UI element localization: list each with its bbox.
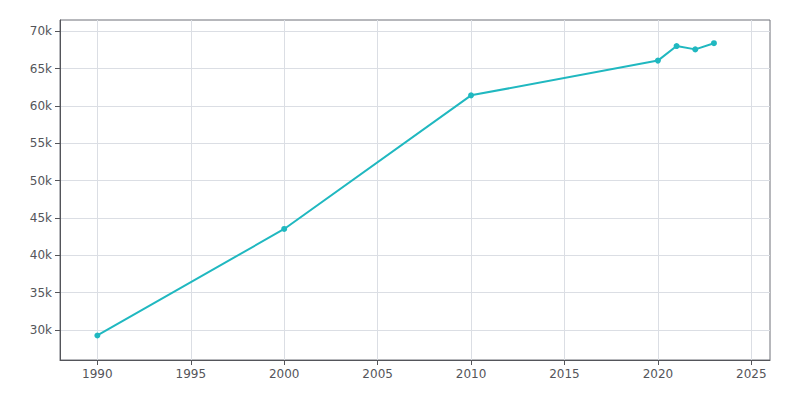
svg-text:70k: 70k: [30, 24, 52, 38]
svg-text:60k: 60k: [30, 99, 52, 113]
svg-text:2010: 2010: [456, 367, 487, 381]
svg-text:30k: 30k: [30, 323, 52, 337]
svg-text:35k: 35k: [30, 286, 52, 300]
svg-text:2025: 2025: [736, 367, 767, 381]
svg-text:2000: 2000: [269, 367, 300, 381]
svg-text:1990: 1990: [82, 367, 113, 381]
svg-text:50k: 50k: [30, 174, 52, 188]
svg-text:55k: 55k: [30, 136, 52, 150]
svg-text:45k: 45k: [30, 211, 52, 225]
svg-text:65k: 65k: [30, 62, 52, 76]
svg-text:40k: 40k: [30, 248, 52, 262]
svg-text:1995: 1995: [176, 367, 207, 381]
svg-text:2005: 2005: [362, 367, 393, 381]
svg-text:2020: 2020: [643, 367, 674, 381]
svg-text:2015: 2015: [549, 367, 580, 381]
